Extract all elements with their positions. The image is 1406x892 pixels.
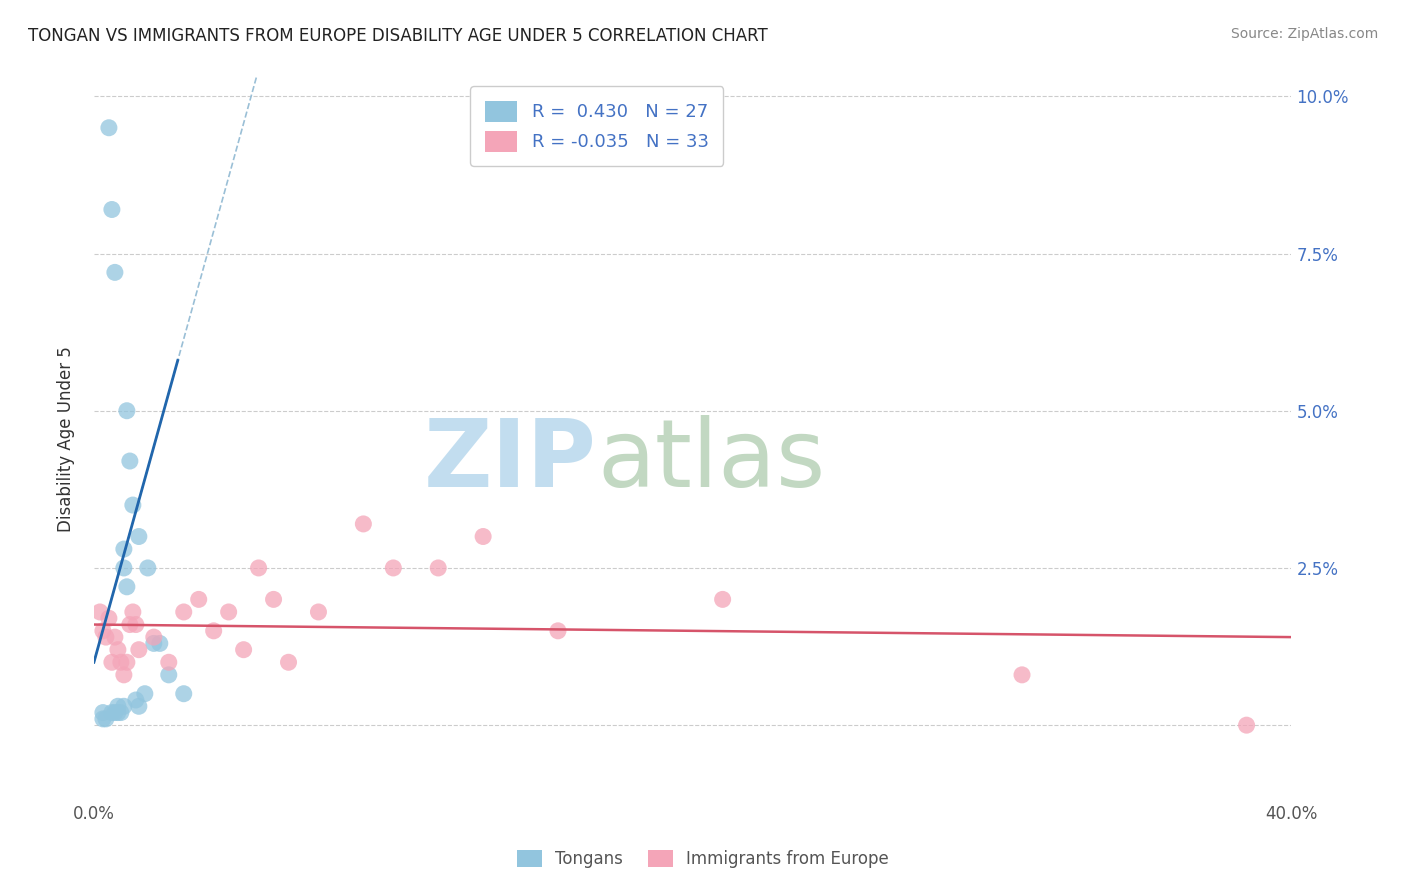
Point [157, 655, 180, 669]
Point [107, 699, 129, 714]
Text: atlas: atlas [598, 415, 825, 507]
Point [89, 605, 111, 619]
Point [115, 655, 138, 669]
Point [232, 642, 254, 657]
Point [382, 561, 405, 575]
Point [125, 693, 148, 707]
Point [101, 706, 124, 720]
Point [94, 630, 117, 644]
Y-axis label: Disability Age Under 5: Disability Age Under 5 [58, 346, 75, 532]
Point [118, 454, 141, 468]
Point [173, 687, 195, 701]
Point [112, 668, 135, 682]
Point [112, 561, 135, 575]
Point [97, 611, 120, 625]
Point [173, 605, 195, 619]
Point [128, 529, 150, 543]
Point [277, 655, 299, 669]
Point [157, 668, 180, 682]
Text: ZIP: ZIP [425, 415, 598, 507]
Point [427, 561, 450, 575]
Legend: R =  0.430   N = 27, R = -0.035   N = 33: R = 0.430 N = 27, R = -0.035 N = 33 [471, 87, 723, 166]
Point [125, 617, 148, 632]
Point [472, 529, 495, 543]
Point [94, 712, 117, 726]
Point [128, 642, 150, 657]
Point [97, 120, 120, 135]
Point [107, 642, 129, 657]
Point [711, 592, 734, 607]
Text: TONGAN VS IMMIGRANTS FROM EUROPE DISABILITY AGE UNDER 5 CORRELATION CHART: TONGAN VS IMMIGRANTS FROM EUROPE DISABIL… [28, 27, 768, 45]
Point [149, 636, 172, 650]
Point [110, 706, 132, 720]
Point [128, 699, 150, 714]
Point [218, 605, 240, 619]
Point [121, 605, 143, 619]
Point [110, 655, 132, 669]
Point [104, 265, 127, 279]
Point [187, 592, 209, 607]
Point [115, 580, 138, 594]
Point [142, 630, 165, 644]
Point [142, 636, 165, 650]
Point [308, 605, 330, 619]
Point [91, 706, 114, 720]
Point [121, 498, 143, 512]
Point [115, 403, 138, 417]
Point [134, 687, 156, 701]
Point [101, 202, 124, 217]
Point [104, 706, 127, 720]
Text: Source: ZipAtlas.com: Source: ZipAtlas.com [1230, 27, 1378, 41]
Point [1236, 718, 1258, 732]
Point [107, 706, 129, 720]
Point [91, 624, 114, 638]
Legend: Tongans, Immigrants from Europe: Tongans, Immigrants from Europe [510, 843, 896, 875]
Point [247, 561, 270, 575]
Point [91, 712, 114, 726]
Point [547, 624, 569, 638]
Point [136, 561, 159, 575]
Point [352, 516, 374, 531]
Point [112, 542, 135, 557]
Point [104, 630, 127, 644]
Point [101, 655, 124, 669]
Point [263, 592, 285, 607]
Point [1011, 668, 1033, 682]
Point [202, 624, 225, 638]
Point [118, 617, 141, 632]
Point [112, 699, 135, 714]
